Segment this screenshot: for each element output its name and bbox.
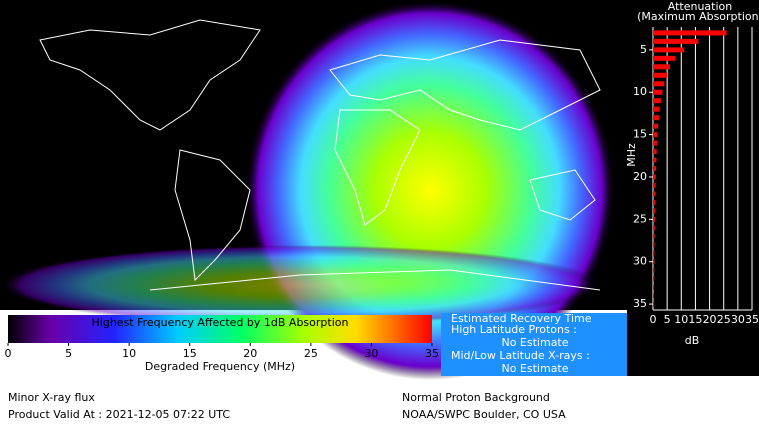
footer-text: NOAA/SWPC Boulder, CO USA [402,408,566,421]
bar [653,276,655,282]
colorbar-tick-label: 0 [5,347,12,360]
x-tick-label: 20 [703,313,717,326]
bar [653,157,657,163]
bar [653,149,657,155]
colorbar-tick-label: 10 [122,347,136,360]
bar [653,132,658,138]
bar [653,225,655,231]
footer-text: Minor X-ray flux [8,391,95,404]
bar [653,216,655,222]
bar [653,191,656,197]
bar [653,140,657,146]
bar [653,174,656,180]
colorbar-tick-label: 35 [425,347,439,360]
info-label: High Latitude Protons : [451,323,577,336]
chart-subtitle: (Maximum Absorption) [637,10,759,23]
bar [653,89,663,95]
y-tick-label: 35 [633,297,647,310]
y-tick-label: 5 [640,43,647,56]
x-tick-label: 25 [717,313,731,326]
colorbar-tick-label: 15 [183,347,197,360]
footer-text: Normal Proton Background [402,391,550,404]
bar [653,293,655,299]
chart-background [627,0,759,376]
bar [653,38,699,44]
coastlines [39,19,601,291]
colorbar [8,315,432,343]
footer-text: Product Valid At : 2021-12-05 07:22 UTC [8,408,230,421]
bar [653,233,655,239]
x-tick-label: 15 [688,313,702,326]
y-tick-label: 20 [633,170,647,183]
bar [653,242,655,248]
colorbar-tick-label: 20 [243,347,257,360]
info-box [441,313,627,376]
bar [653,98,661,104]
absorption-tail [0,245,600,325]
x-tick-label: 35 [745,313,759,326]
bar [653,55,676,61]
y-tick-label: 30 [633,255,647,268]
bar [653,301,655,307]
bar [653,106,660,112]
info-value: No Estimate [501,362,568,375]
y-tick-label: 15 [633,128,647,141]
x-axis-label: dB [685,334,700,347]
bar [653,182,656,188]
chart-title: Attenuation [668,0,733,13]
info-heading: Estimated Recovery Time [451,312,592,325]
x-tick-label: 5 [664,313,671,326]
colorbar-label: Degraded Frequency (MHz) [145,360,295,373]
colorbar-tick-label: 5 [65,347,72,360]
x-tick-label: 30 [731,313,745,326]
bar [653,72,668,78]
bar [653,259,655,265]
bar [653,250,655,256]
info-value: No Estimate [501,336,568,349]
bar [653,47,685,53]
bar [653,123,659,129]
bar [653,199,656,205]
bar [653,208,656,214]
bar [653,81,665,87]
bar [653,166,657,171]
colorbar-tick-label: 30 [364,347,378,360]
colorbar-title: Highest Frequency Affected by 1dB Absorp… [92,316,349,329]
y-tick-label: 25 [633,212,647,225]
y-tick-label: 10 [633,85,647,98]
bar [653,267,655,273]
bar [653,64,670,70]
y-axis-label: MHz [625,143,638,167]
bar [653,284,655,290]
info-label: Mid/Low Latitude X-rays : [451,349,590,362]
x-tick-label: 10 [674,313,688,326]
bar [653,115,659,121]
bar [653,30,727,36]
x-tick-label: 0 [650,313,657,326]
colorbar-tick-label: 25 [304,347,318,360]
